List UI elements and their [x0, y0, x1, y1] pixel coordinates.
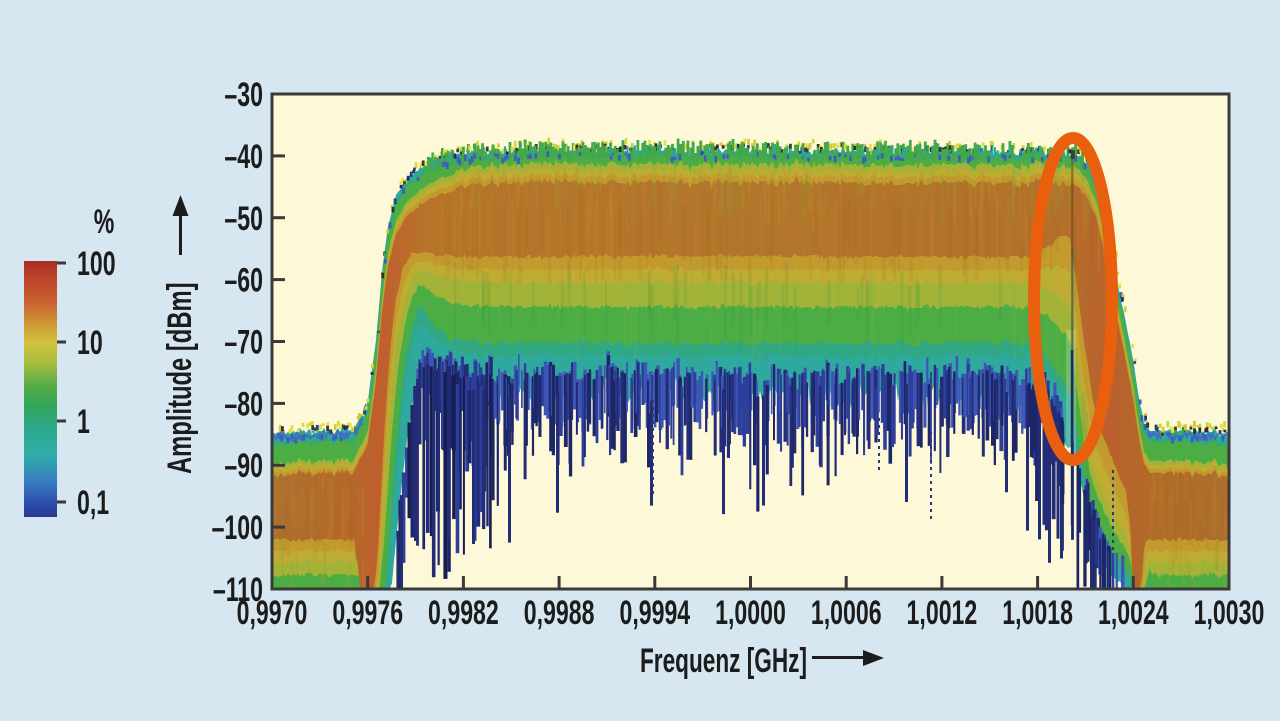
svg-text:–90: –90: [224, 448, 263, 485]
svg-text:–40: –40: [224, 139, 263, 176]
svg-text:0,9976: 0,9976: [332, 595, 403, 632]
svg-text:–100: –100: [212, 510, 263, 547]
svg-text:–50: –50: [224, 201, 263, 238]
svg-text:1,0024: 1,0024: [1098, 595, 1169, 632]
svg-text:%: %: [94, 204, 115, 241]
svg-text:10: 10: [77, 325, 103, 362]
svg-text:–30: –30: [224, 77, 263, 114]
svg-text:Frequenz [GHz]: Frequenz [GHz]: [640, 643, 807, 681]
svg-text:Amplitude [dBm]: Amplitude [dBm]: [161, 282, 199, 474]
svg-text:–60: –60: [224, 262, 263, 299]
svg-text:1,0030: 1,0030: [1194, 595, 1265, 632]
svg-text:–70: –70: [224, 324, 263, 361]
svg-text:0,9994: 0,9994: [619, 595, 690, 632]
svg-text:–80: –80: [224, 386, 263, 423]
svg-text:1,0006: 1,0006: [811, 595, 882, 632]
svg-text:1,0018: 1,0018: [1002, 595, 1073, 632]
svg-text:100: 100: [77, 246, 116, 283]
svg-text:–110: –110: [213, 572, 263, 609]
svg-text:0,1: 0,1: [77, 485, 109, 522]
svg-text:0,9970: 0,9970: [237, 595, 308, 632]
svg-text:1,0012: 1,0012: [907, 595, 978, 632]
svg-text:1,0000: 1,0000: [715, 595, 786, 632]
svg-text:0,9988: 0,9988: [524, 595, 595, 632]
svg-text:0,9982: 0,9982: [428, 595, 499, 632]
svg-text:1: 1: [77, 404, 90, 441]
